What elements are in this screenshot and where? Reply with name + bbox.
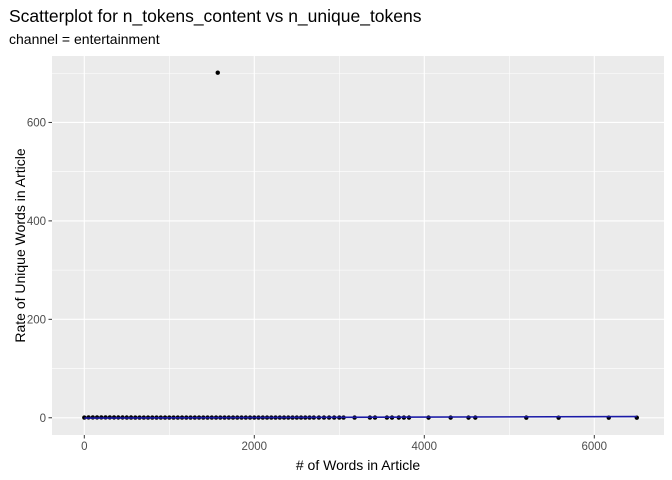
plot-panel bbox=[52, 56, 664, 435]
x-tick-label: 0 bbox=[81, 441, 87, 453]
chart-title: Scatterplot for n_tokens_content vs n_un… bbox=[9, 6, 422, 26]
x-tick-label: 4000 bbox=[412, 441, 438, 453]
y-tick-label: 0 bbox=[40, 413, 46, 425]
fit-line bbox=[84, 415, 637, 419]
data-point bbox=[215, 70, 220, 75]
minor-gridlines bbox=[52, 56, 664, 435]
y-tick-label: 400 bbox=[27, 216, 46, 228]
x-tick-label: 2000 bbox=[242, 441, 268, 453]
fit-line-layer bbox=[84, 415, 637, 419]
x-tick-label: 6000 bbox=[582, 441, 608, 453]
y-axis-title: Rate of Unique Words in Article bbox=[12, 148, 28, 342]
x-axis-title: # of Words in Article bbox=[296, 457, 420, 473]
y-tick-label: 200 bbox=[27, 314, 46, 326]
y-tick-label: 600 bbox=[27, 117, 46, 129]
chart-subtitle: channel = entertainment bbox=[9, 31, 160, 47]
axes: 0 2000 4000 6000 0 200 400 600 bbox=[27, 117, 607, 453]
